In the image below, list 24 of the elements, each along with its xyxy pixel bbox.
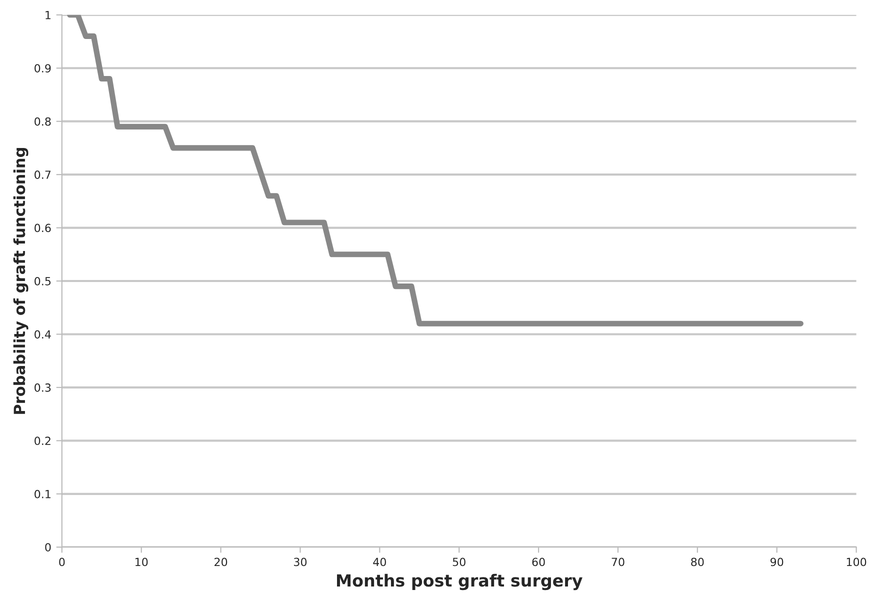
x-tick-label: 100: [846, 558, 866, 566]
x-tick-label: 50: [452, 558, 466, 566]
x-axis-title: Months post graft surgery: [337, 574, 582, 590]
x-tick-label: 20: [214, 558, 228, 566]
y-tick-label: 0.6: [34, 224, 51, 232]
x-tick-label: 60: [532, 558, 545, 566]
x-tick-label: 30: [294, 558, 307, 566]
x-tick-label: 40: [373, 558, 386, 566]
x-tick-label: 90: [770, 558, 784, 566]
y-tick-label: 0.3: [34, 383, 51, 392]
x-tick-label: 10: [136, 558, 148, 566]
y-tick-label: 0.5: [34, 276, 51, 286]
x-tick-label: 70: [612, 558, 624, 566]
y-tick-label: 0.1: [34, 490, 50, 498]
y-tick-label: 0.4: [34, 330, 51, 339]
y-axis-title: Probability of graft functioning: [13, 148, 28, 414]
y-tick-label: 0.8: [34, 117, 51, 126]
x-tick-label: 80: [691, 558, 704, 566]
y-tick-label: 0: [45, 543, 51, 552]
y-tick-label: 0.9: [34, 64, 51, 72]
y-tick-label: 0.7: [34, 170, 51, 179]
x-tick-label: 0: [59, 558, 65, 566]
y-tick-label: 0.2: [34, 436, 50, 446]
y-tick-label: 1: [46, 11, 50, 20]
